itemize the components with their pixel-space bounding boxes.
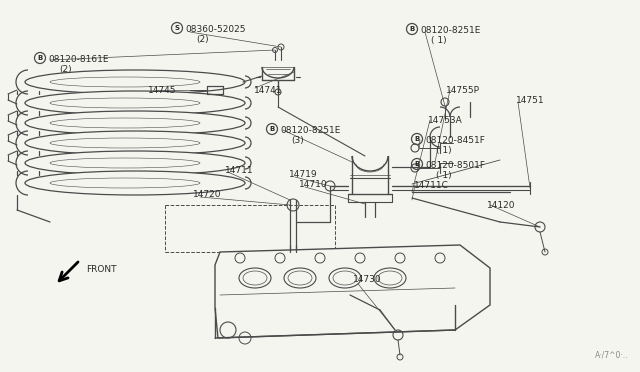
- Text: ( 1): ( 1): [436, 171, 452, 180]
- Ellipse shape: [25, 91, 245, 115]
- Text: A·/7^0·..: A·/7^0·..: [595, 351, 628, 360]
- Text: 14730: 14730: [353, 275, 381, 284]
- Ellipse shape: [25, 131, 245, 155]
- Text: 14711C: 14711C: [414, 181, 449, 190]
- Text: 08120-8251E: 08120-8251E: [420, 26, 481, 35]
- Ellipse shape: [329, 268, 361, 288]
- Ellipse shape: [374, 268, 406, 288]
- Text: B: B: [410, 26, 415, 32]
- Polygon shape: [215, 245, 490, 338]
- Ellipse shape: [25, 171, 245, 195]
- Text: (2): (2): [59, 65, 72, 74]
- Text: 08360-52025: 08360-52025: [185, 25, 246, 34]
- Text: 08120-8251E: 08120-8251E: [280, 126, 340, 135]
- Text: (3): (3): [291, 136, 304, 145]
- Text: 14120: 14120: [487, 201, 515, 210]
- Text: B: B: [269, 126, 275, 132]
- Text: 14710: 14710: [299, 180, 328, 189]
- Text: 14711: 14711: [225, 166, 253, 175]
- Text: 14751: 14751: [516, 96, 545, 105]
- Text: ( 1): ( 1): [436, 146, 452, 155]
- Text: 08120-8501F: 08120-8501F: [425, 161, 485, 170]
- Text: 14753A: 14753A: [428, 116, 463, 125]
- Ellipse shape: [284, 268, 316, 288]
- Text: B: B: [414, 161, 420, 167]
- Text: ( 1): ( 1): [431, 36, 447, 45]
- Text: 14745: 14745: [148, 86, 177, 95]
- Text: 14719: 14719: [289, 170, 317, 179]
- Text: B: B: [37, 55, 43, 61]
- Text: 08120-8161E: 08120-8161E: [48, 55, 109, 64]
- Text: 14741: 14741: [254, 86, 282, 95]
- Text: S: S: [175, 25, 179, 31]
- Text: FRONT: FRONT: [86, 265, 116, 274]
- Ellipse shape: [239, 268, 271, 288]
- Ellipse shape: [25, 70, 245, 94]
- Text: B: B: [414, 136, 420, 142]
- Ellipse shape: [25, 111, 245, 135]
- Ellipse shape: [25, 151, 245, 175]
- Text: 08120-8451F: 08120-8451F: [425, 136, 485, 145]
- Text: (2): (2): [196, 35, 209, 44]
- Text: 14755P: 14755P: [446, 86, 480, 95]
- Text: 14720: 14720: [193, 190, 221, 199]
